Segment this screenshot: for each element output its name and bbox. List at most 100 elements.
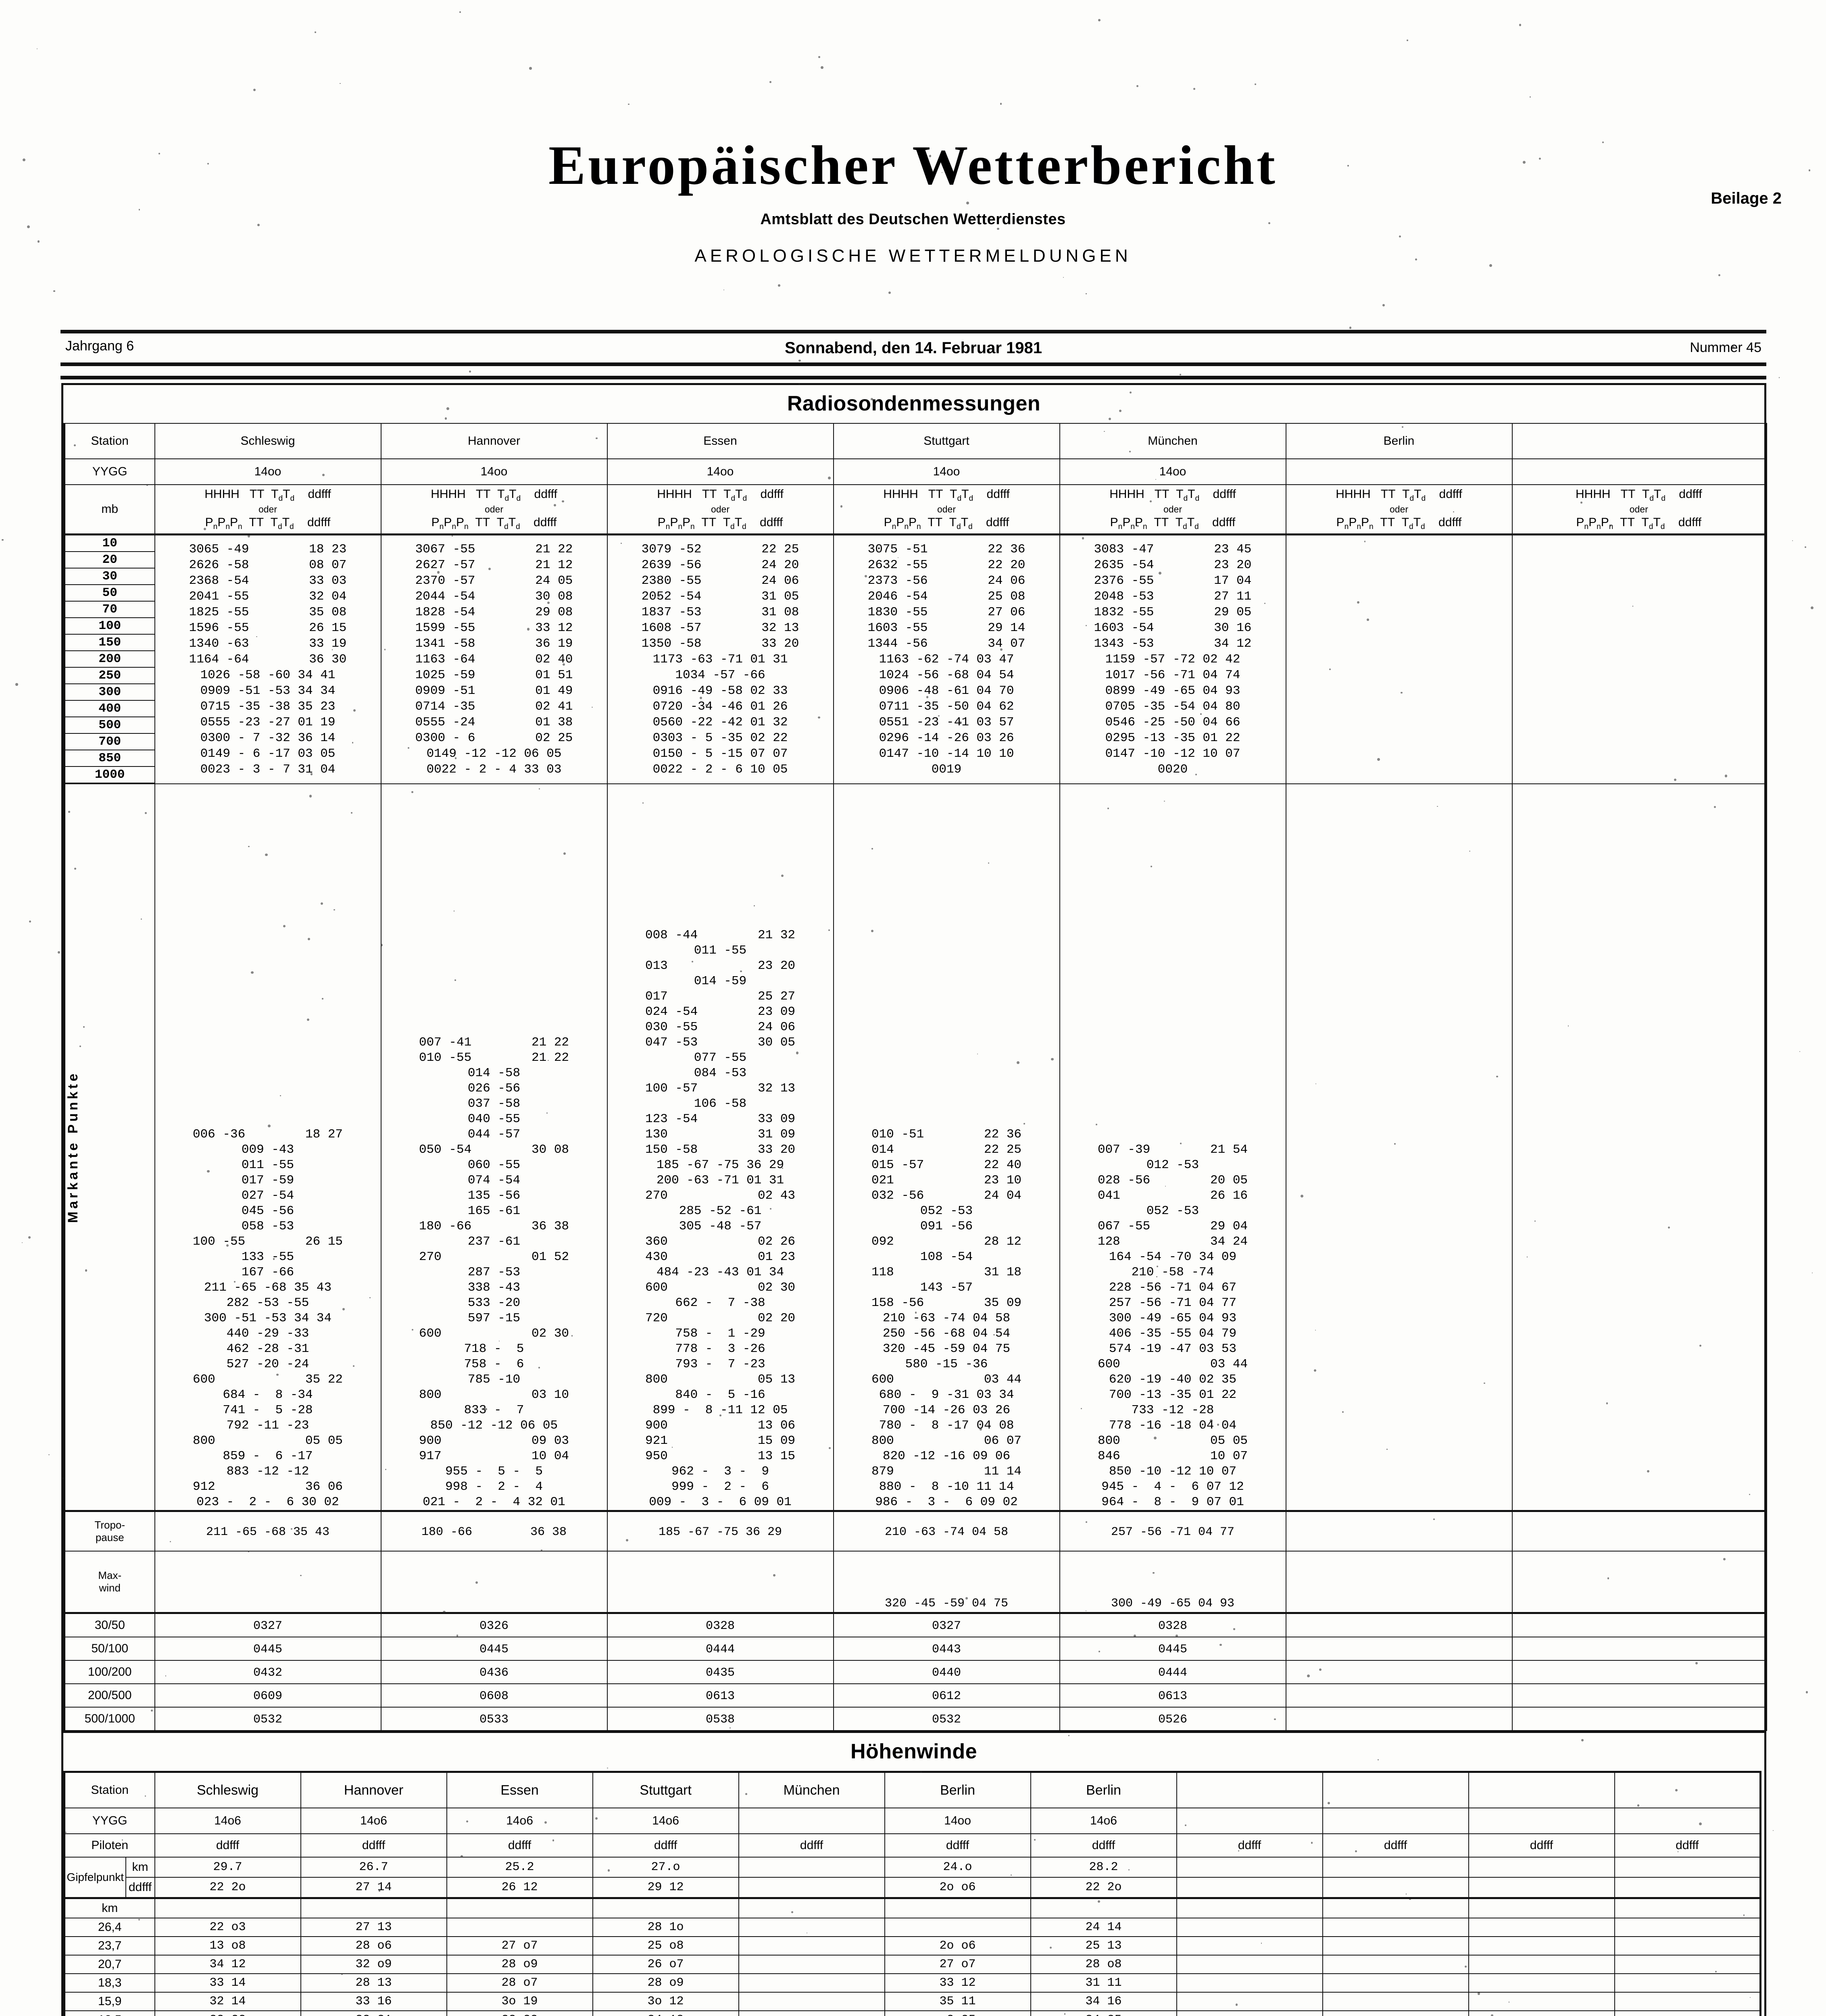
scan-speckle bbox=[65, 1832, 67, 1833]
pressure-data-line: 1344 -56 34 07 bbox=[834, 636, 1059, 652]
scan-speckle bbox=[1315, 1330, 1316, 1331]
markante-data-line: 270 02 43 bbox=[608, 1188, 833, 1204]
scan-speckle bbox=[1523, 161, 1526, 164]
wind-value bbox=[1177, 1955, 1323, 1974]
layer-value: 0435 bbox=[607, 1660, 834, 1684]
markante-data-line: 250 -56 -68 04 54 bbox=[834, 1326, 1059, 1341]
scan-speckle bbox=[1602, 142, 1603, 143]
markante-data-line: 900 09 03 bbox=[381, 1433, 607, 1449]
markante-data-line: 092 28 12 bbox=[834, 1234, 1059, 1250]
scan-speckle bbox=[754, 905, 755, 906]
markante-data-line: 900 13 06 bbox=[608, 1418, 833, 1433]
pressure-data-line: 0303 - 5 -35 02 22 bbox=[608, 730, 833, 746]
scan-speckle bbox=[1011, 1874, 1012, 1876]
markante-data-line: 859 - 6 -17 bbox=[155, 1449, 381, 1464]
wind-value bbox=[1177, 1918, 1323, 1937]
markante-data-line: 912 36 06 bbox=[155, 1479, 381, 1495]
yygg-value: 14oo bbox=[381, 459, 607, 485]
wind-value: 27 13 bbox=[301, 1918, 447, 1937]
layer-value bbox=[1512, 1637, 1766, 1660]
scan-speckle bbox=[1347, 165, 1349, 167]
scan-speckle bbox=[1315, 1083, 1316, 1084]
hoehenwinde-altitude-row: 23,7 13 o8 28 o6 27 o7 25 o8 2o o6 25 13 bbox=[65, 1937, 1826, 1955]
scan-speckle bbox=[411, 791, 413, 793]
markante-data-line: 047 -53 30 05 bbox=[608, 1035, 833, 1050]
scan-speckle bbox=[74, 868, 76, 870]
scan-speckle bbox=[1406, 1893, 1407, 1894]
radiosonde-layer-row: 100/200 0432 0436 0435 0440 0444 bbox=[65, 1660, 1766, 1684]
markante-data-line: 700 -13 -35 01 22 bbox=[1060, 1387, 1286, 1403]
scan-speckle bbox=[258, 1668, 261, 1670]
markante-data-Essen: 008 -44 21 32 011 -55 013 23 20 014 -59 017 … bbox=[607, 784, 834, 1511]
markante-data-line: 037 -58 bbox=[381, 1096, 607, 1112]
rule-mid bbox=[60, 362, 1766, 366]
markante-data-line: 440 -29 -33 bbox=[155, 1326, 381, 1341]
scan-speckle bbox=[1185, 1824, 1186, 1826]
wind-value bbox=[1469, 1955, 1615, 1974]
pressure-data-line: 0555 -23 -27 01 19 bbox=[155, 714, 381, 730]
scan-speckle bbox=[235, 1366, 237, 1368]
issue-header-row: Jahrgang 6 Sonnabend, den 14. Februar 19… bbox=[60, 333, 1766, 362]
gipfel-km-value: 25.2 bbox=[447, 1857, 593, 1877]
scan-speckle bbox=[1409, 1898, 1411, 1900]
hw-station-header-München: München bbox=[739, 1772, 885, 1808]
gipfel-km-value bbox=[1615, 1857, 1761, 1877]
scan-speckle bbox=[796, 1052, 798, 1054]
scan-speckle bbox=[1496, 1076, 1498, 1077]
station-header-Schleswig: Schleswig bbox=[155, 423, 381, 459]
scan-speckle bbox=[1159, 572, 1161, 575]
markante-data-line: 128 34 24 bbox=[1060, 1234, 1286, 1250]
markante-data-line: 800 05 05 bbox=[1060, 1433, 1286, 1449]
markante-data-line: 180 -66 36 38 bbox=[381, 1219, 607, 1234]
pressure-level-label: 1000 bbox=[65, 767, 154, 783]
scan-speckle bbox=[22, 1242, 23, 1243]
markante-data-line: 758 - 6 bbox=[381, 1357, 607, 1372]
scan-speckle bbox=[408, 747, 409, 749]
km-header-spacer bbox=[739, 1898, 885, 1918]
altitude-column-header: km bbox=[65, 1898, 155, 1918]
scan-speckle bbox=[307, 1018, 309, 1021]
scan-speckle bbox=[454, 910, 455, 912]
pressure-data-line: 0019 bbox=[834, 762, 1059, 777]
pressure-level-label: 70 bbox=[65, 602, 154, 618]
tropopause-value: 185 -67 -75 36 29 bbox=[607, 1511, 834, 1552]
column-header-group: HHHH TT TdTd ddfff oder PnPnPn TT TdTd ddf… bbox=[607, 485, 834, 535]
pressure-data-line: 0551 -23 -41 03 57 bbox=[834, 714, 1059, 730]
hoehenwinde-altitude-row: 20,7 34 12 32 o9 28 o9 26 o7 27 o7 28 o8 bbox=[65, 1955, 1826, 1974]
markante-data-line: 106 -58 bbox=[608, 1096, 833, 1112]
piloten-ddfff-header: ddfff bbox=[447, 1834, 593, 1857]
scan-speckle bbox=[342, 1308, 345, 1311]
scan-speckle bbox=[1478, 1992, 1480, 1995]
section-title-hoehenwinde: Höhenwinde bbox=[63, 1731, 1764, 1771]
markante-data-line: 778 -16 -18 04 04 bbox=[1060, 1418, 1286, 1433]
markante-data-line: 164 -54 -70 34 09 bbox=[1060, 1250, 1286, 1265]
pressure-data-line: 0150 - 5 -15 07 07 bbox=[608, 746, 833, 762]
wind-value bbox=[1469, 1918, 1615, 1937]
scan-speckle bbox=[1519, 24, 1521, 26]
markante-data-line: 833 - 7 bbox=[381, 1403, 607, 1418]
pressure-data-line: 0020 bbox=[1060, 762, 1286, 777]
markante-data-line: 012 -53 bbox=[1060, 1158, 1286, 1173]
scan-speckle bbox=[253, 1206, 256, 1208]
scan-speckle bbox=[563, 663, 565, 666]
scan-speckle bbox=[818, 716, 820, 719]
layer-value: 0445 bbox=[381, 1637, 607, 1660]
scan-speckle bbox=[692, 961, 693, 962]
scan-speckle bbox=[456, 1635, 458, 1636]
markante-data-line: 430 01 23 bbox=[608, 1250, 833, 1265]
gipfel-km-value: 26.7 bbox=[301, 1857, 447, 1877]
markante-data-line: 032 -56 24 04 bbox=[834, 1188, 1059, 1204]
scan-speckle bbox=[1367, 619, 1369, 621]
markante-data-Stuttgart: 010 -51 22 36 014 22 25 015 -57 22 40 021 2… bbox=[834, 784, 1060, 1511]
yygg-value: 14oo bbox=[155, 459, 381, 485]
scan-speckle bbox=[719, 1414, 721, 1416]
station-header-Berlin: Berlin bbox=[1286, 423, 1512, 459]
hoehenwinde-station-row: Station Schleswig Hannover Essen Stuttgart Mü… bbox=[65, 1772, 1826, 1808]
hw-yygg-value: 14o6 bbox=[1031, 1808, 1177, 1834]
scan-speckle bbox=[1155, 479, 1156, 480]
gipfel-km-value bbox=[1177, 1857, 1323, 1877]
wind-value bbox=[1469, 2011, 1615, 2016]
row-label-station-hw: Station bbox=[65, 1772, 155, 1808]
maxwind-value bbox=[1286, 1551, 1512, 1613]
pressure-data-line: 1017 -56 -71 04 74 bbox=[1060, 667, 1286, 683]
